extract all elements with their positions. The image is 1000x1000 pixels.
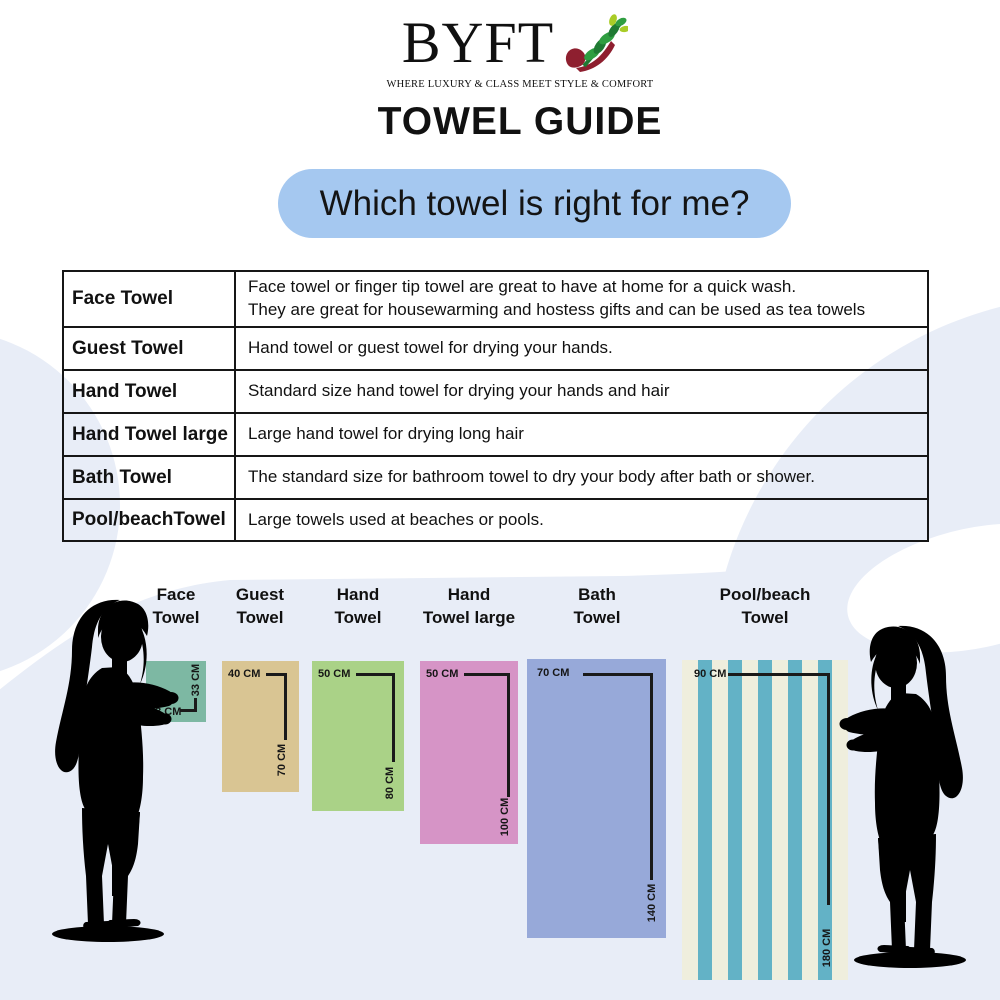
right-woman-illustration: .wr .c-shadow{fill:#aed3e9}.wr .c-hair{f… (839, 625, 966, 968)
byft-leaf-icon (566, 14, 629, 72)
towel-name-pool-beach: Pool/beach Towel (719, 585, 811, 627)
row-label: Guest Towel (64, 328, 236, 369)
table-row: Bath Towel The standard size for bathroo… (64, 455, 927, 498)
row-description: Face towel or finger tip towel are great… (248, 277, 866, 319)
table-row: Face Towel Face towel or finger tip towe… (64, 272, 927, 326)
height-dimension-label: 180 CM (821, 928, 833, 968)
towel-name-hand-large: Hand Towel large (422, 585, 516, 627)
dimension-line (266, 673, 287, 740)
pool-beach-towel-swatch: 90 CM 180 CM (682, 660, 848, 980)
row-description: Large towels used at beaches or pools. (248, 509, 544, 529)
table-row: Guest Towel Hand towel or guest towel fo… (64, 326, 927, 369)
row-label: Hand Towel (64, 371, 236, 412)
row-description: Large hand towel for drying long hair (248, 424, 524, 444)
dimension-line (728, 673, 830, 905)
table-row: Hand Towel Standard size hand towel for … (64, 369, 927, 412)
width-dimension-label: 90 CM (694, 668, 727, 680)
row-label: Pool/beachTowel (64, 500, 236, 540)
height-dimension-label: 100 CM (499, 797, 511, 837)
page-title: TOWEL GUIDE (377, 100, 663, 143)
row-description: Hand towel or guest towel for drying you… (248, 338, 613, 358)
question-banner: Which towel is right for me? (278, 169, 791, 238)
dimension-line (180, 698, 197, 712)
left-woman-illustration: .wl .c-shadow{fill:#aed3e9}.wl .c-hair{f… (52, 599, 179, 942)
row-label: Face Towel (64, 272, 236, 326)
height-dimension-label: 70 CM (276, 743, 288, 777)
height-dimension-label: 80 CM (384, 766, 396, 800)
left-blob (0, 338, 120, 672)
dimension-line (464, 673, 510, 797)
brand-logo-text: BYFT (401, 10, 555, 75)
hand-towel-large-swatch: 50 CM 100 CM (420, 661, 518, 844)
row-description: Standard size hand towel for drying your… (248, 381, 670, 401)
towel-name-bath: Bath Towel (573, 585, 621, 627)
width-dimension-label: 50 CM (426, 668, 459, 680)
table-row: Pool/beachTowel Large towels used at bea… (64, 498, 927, 540)
towel-name-guest: Guest Towel (235, 585, 285, 627)
row-label: Hand Towel large (64, 414, 236, 455)
towel-guide-table: Face Towel Face towel or finger tip towe… (62, 270, 929, 542)
brand-tagline: WHERE LUXURY & CLASS MEET STYLE & COMFOR… (386, 79, 654, 90)
towel-name-face: Face Towel (152, 585, 200, 627)
towel-name-hand: Hand Towel (334, 585, 382, 627)
width-dimension-label: 50 CM (318, 668, 351, 680)
dimension-line (583, 673, 653, 880)
height-dimension-label: 140 CM (646, 883, 658, 923)
table-row: Hand Towel large Large hand towel for dr… (64, 412, 927, 455)
width-dimension-label: 40 CM (228, 668, 261, 680)
height-dimension-label: 33 CM (190, 663, 202, 697)
row-label: Bath Towel (64, 457, 236, 498)
width-dimension-label: 70 CM (537, 667, 570, 679)
white-blob (847, 523, 1000, 653)
bath-towel-swatch: 70 CM 140 CM (527, 659, 666, 938)
guest-towel-swatch: 40 CM 70 CM (222, 661, 299, 792)
question-banner-text: Which towel is right for me? (319, 183, 750, 223)
hand-towel-swatch: 50 CM 80 CM (312, 661, 404, 811)
row-description: The standard size for bathroom towel to … (248, 467, 815, 487)
dimension-line (356, 673, 395, 762)
brand-logo: BYFT (0, 14, 1000, 72)
